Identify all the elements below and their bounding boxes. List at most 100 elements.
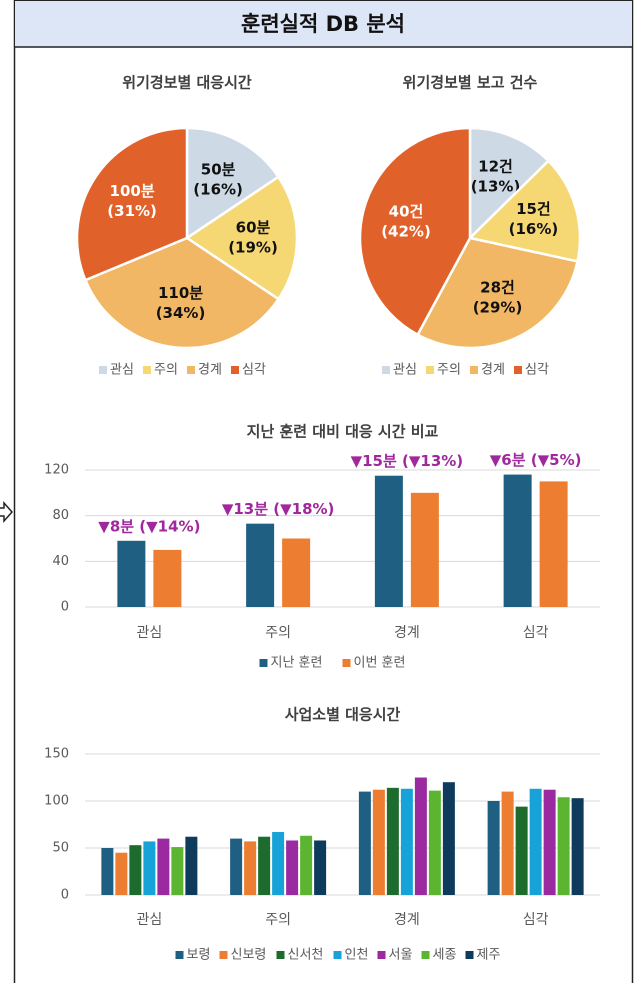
legend-swatch	[342, 659, 351, 667]
data-label: (42%)	[381, 222, 431, 240]
bar	[101, 848, 114, 895]
data-label: 110분	[158, 284, 203, 302]
legend-label: 보령	[187, 948, 211, 963]
chart-title: 사업소별 대응시간	[285, 706, 401, 724]
legend-label: 인천	[345, 948, 369, 963]
x-tick-label: 주의	[265, 625, 291, 641]
bar	[410, 492, 439, 607]
legend-swatch	[333, 951, 342, 959]
pie-slice	[185, 126, 281, 241]
legend-label: 주의	[154, 363, 178, 378]
bar	[244, 841, 257, 895]
legend-swatch	[465, 951, 474, 959]
x-tick-label: 경계	[394, 912, 420, 928]
data-label: (13%)	[471, 178, 521, 196]
pie-slice	[468, 126, 551, 241]
bar	[400, 788, 413, 895]
legend-swatch	[382, 366, 390, 374]
legend-swatch	[426, 366, 434, 374]
y-tick-label: 100	[44, 794, 69, 809]
bar	[372, 789, 385, 895]
legend-label: 관심	[110, 363, 134, 378]
bar	[529, 788, 542, 895]
bar	[157, 838, 170, 895]
legend-label: 서울	[389, 948, 413, 963]
legend-label: 주의	[437, 363, 461, 378]
annotation: ▼6분 (▼5%)	[490, 451, 582, 469]
bar	[358, 791, 371, 895]
legend-swatch	[143, 366, 151, 374]
bar	[557, 797, 570, 895]
data-label: (29%)	[473, 298, 523, 316]
bar	[503, 474, 532, 607]
bar	[300, 835, 313, 895]
pie-slice	[467, 159, 582, 263]
data-label: (34%)	[156, 304, 206, 322]
bar	[539, 481, 568, 607]
legend-label: 지난 훈련	[271, 656, 323, 671]
bar	[314, 840, 327, 895]
page-title: 훈련실적 DB 분석	[241, 12, 405, 36]
chart-title: 지난 훈련 대비 대응 시간 비교	[247, 423, 439, 441]
bar	[246, 523, 275, 607]
bar	[129, 845, 142, 895]
pie-slice	[184, 175, 299, 301]
legend-swatch	[259, 659, 268, 667]
pie-slice	[415, 236, 579, 350]
x-tick-label: 경계	[394, 625, 420, 641]
bar	[442, 782, 455, 895]
data-label: 12건	[478, 158, 513, 176]
y-tick-label: 120	[44, 463, 69, 478]
bar	[374, 475, 403, 607]
pie-slice	[75, 126, 189, 282]
legend-label: 경계	[481, 363, 505, 378]
y-tick-label: 0	[61, 600, 69, 615]
bar	[230, 838, 243, 895]
legend-swatch	[99, 366, 107, 374]
bar	[115, 852, 128, 895]
bar	[143, 841, 156, 895]
x-tick-label: 관심	[136, 912, 162, 928]
bar	[153, 549, 182, 607]
bar	[272, 832, 285, 895]
bar	[286, 840, 299, 895]
legend-label: 이번 훈련	[354, 656, 406, 671]
data-label: 15건	[516, 200, 551, 218]
legend-label: 세종	[433, 948, 457, 963]
header-bar	[15, 1, 632, 47]
bar	[258, 836, 271, 895]
legend-label: 심각	[242, 363, 266, 378]
y-tick-label: 50	[52, 841, 69, 856]
legend-swatch	[231, 366, 239, 374]
bar	[428, 790, 441, 895]
chart-title: 위기경보별 보고 건수	[403, 74, 538, 92]
legend-label: 제주	[477, 948, 501, 963]
bar	[117, 540, 146, 607]
legend-label: 신보령	[231, 948, 267, 963]
pie-slice	[358, 126, 472, 337]
bar	[386, 787, 399, 895]
x-tick-label: 관심	[136, 625, 162, 641]
data-label: (19%)	[228, 239, 278, 257]
x-tick-label: 주의	[265, 912, 291, 928]
legend-label: 경계	[198, 363, 222, 378]
chart-title: 위기경보별 대응시간	[122, 74, 252, 92]
data-label: (31%)	[107, 202, 157, 220]
legend-swatch	[175, 951, 184, 959]
data-label: 40건	[389, 202, 424, 220]
legend-swatch	[421, 951, 430, 959]
legend-swatch	[276, 951, 285, 959]
bar	[515, 806, 528, 895]
annotation: ▼8분 (▼14%)	[98, 517, 200, 535]
bar	[171, 847, 184, 895]
annotation: ▼13분 (▼18%)	[222, 500, 335, 518]
data-label: 100분	[110, 182, 155, 200]
annotation: ▼15분 (▼13%)	[351, 452, 464, 470]
legend-label: 심각	[525, 363, 549, 378]
x-tick-label: 심각	[523, 625, 549, 641]
data-label: (16%)	[193, 180, 243, 198]
legend-swatch	[377, 951, 386, 959]
y-tick-label: 150	[44, 747, 69, 762]
legend-swatch	[187, 366, 195, 374]
